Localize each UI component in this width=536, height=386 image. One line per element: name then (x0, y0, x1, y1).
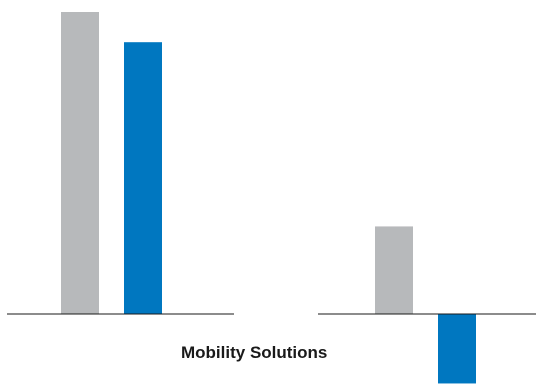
bar-series-1-category-1 (61, 12, 99, 314)
category-label-mobility-solutions: Mobility Solutions (181, 343, 328, 362)
bar-series-2-category-2 (438, 314, 476, 384)
bars-layer (61, 12, 476, 384)
bar-series-1-category-2 (375, 226, 413, 314)
bar-series-2-category-1 (124, 42, 162, 314)
